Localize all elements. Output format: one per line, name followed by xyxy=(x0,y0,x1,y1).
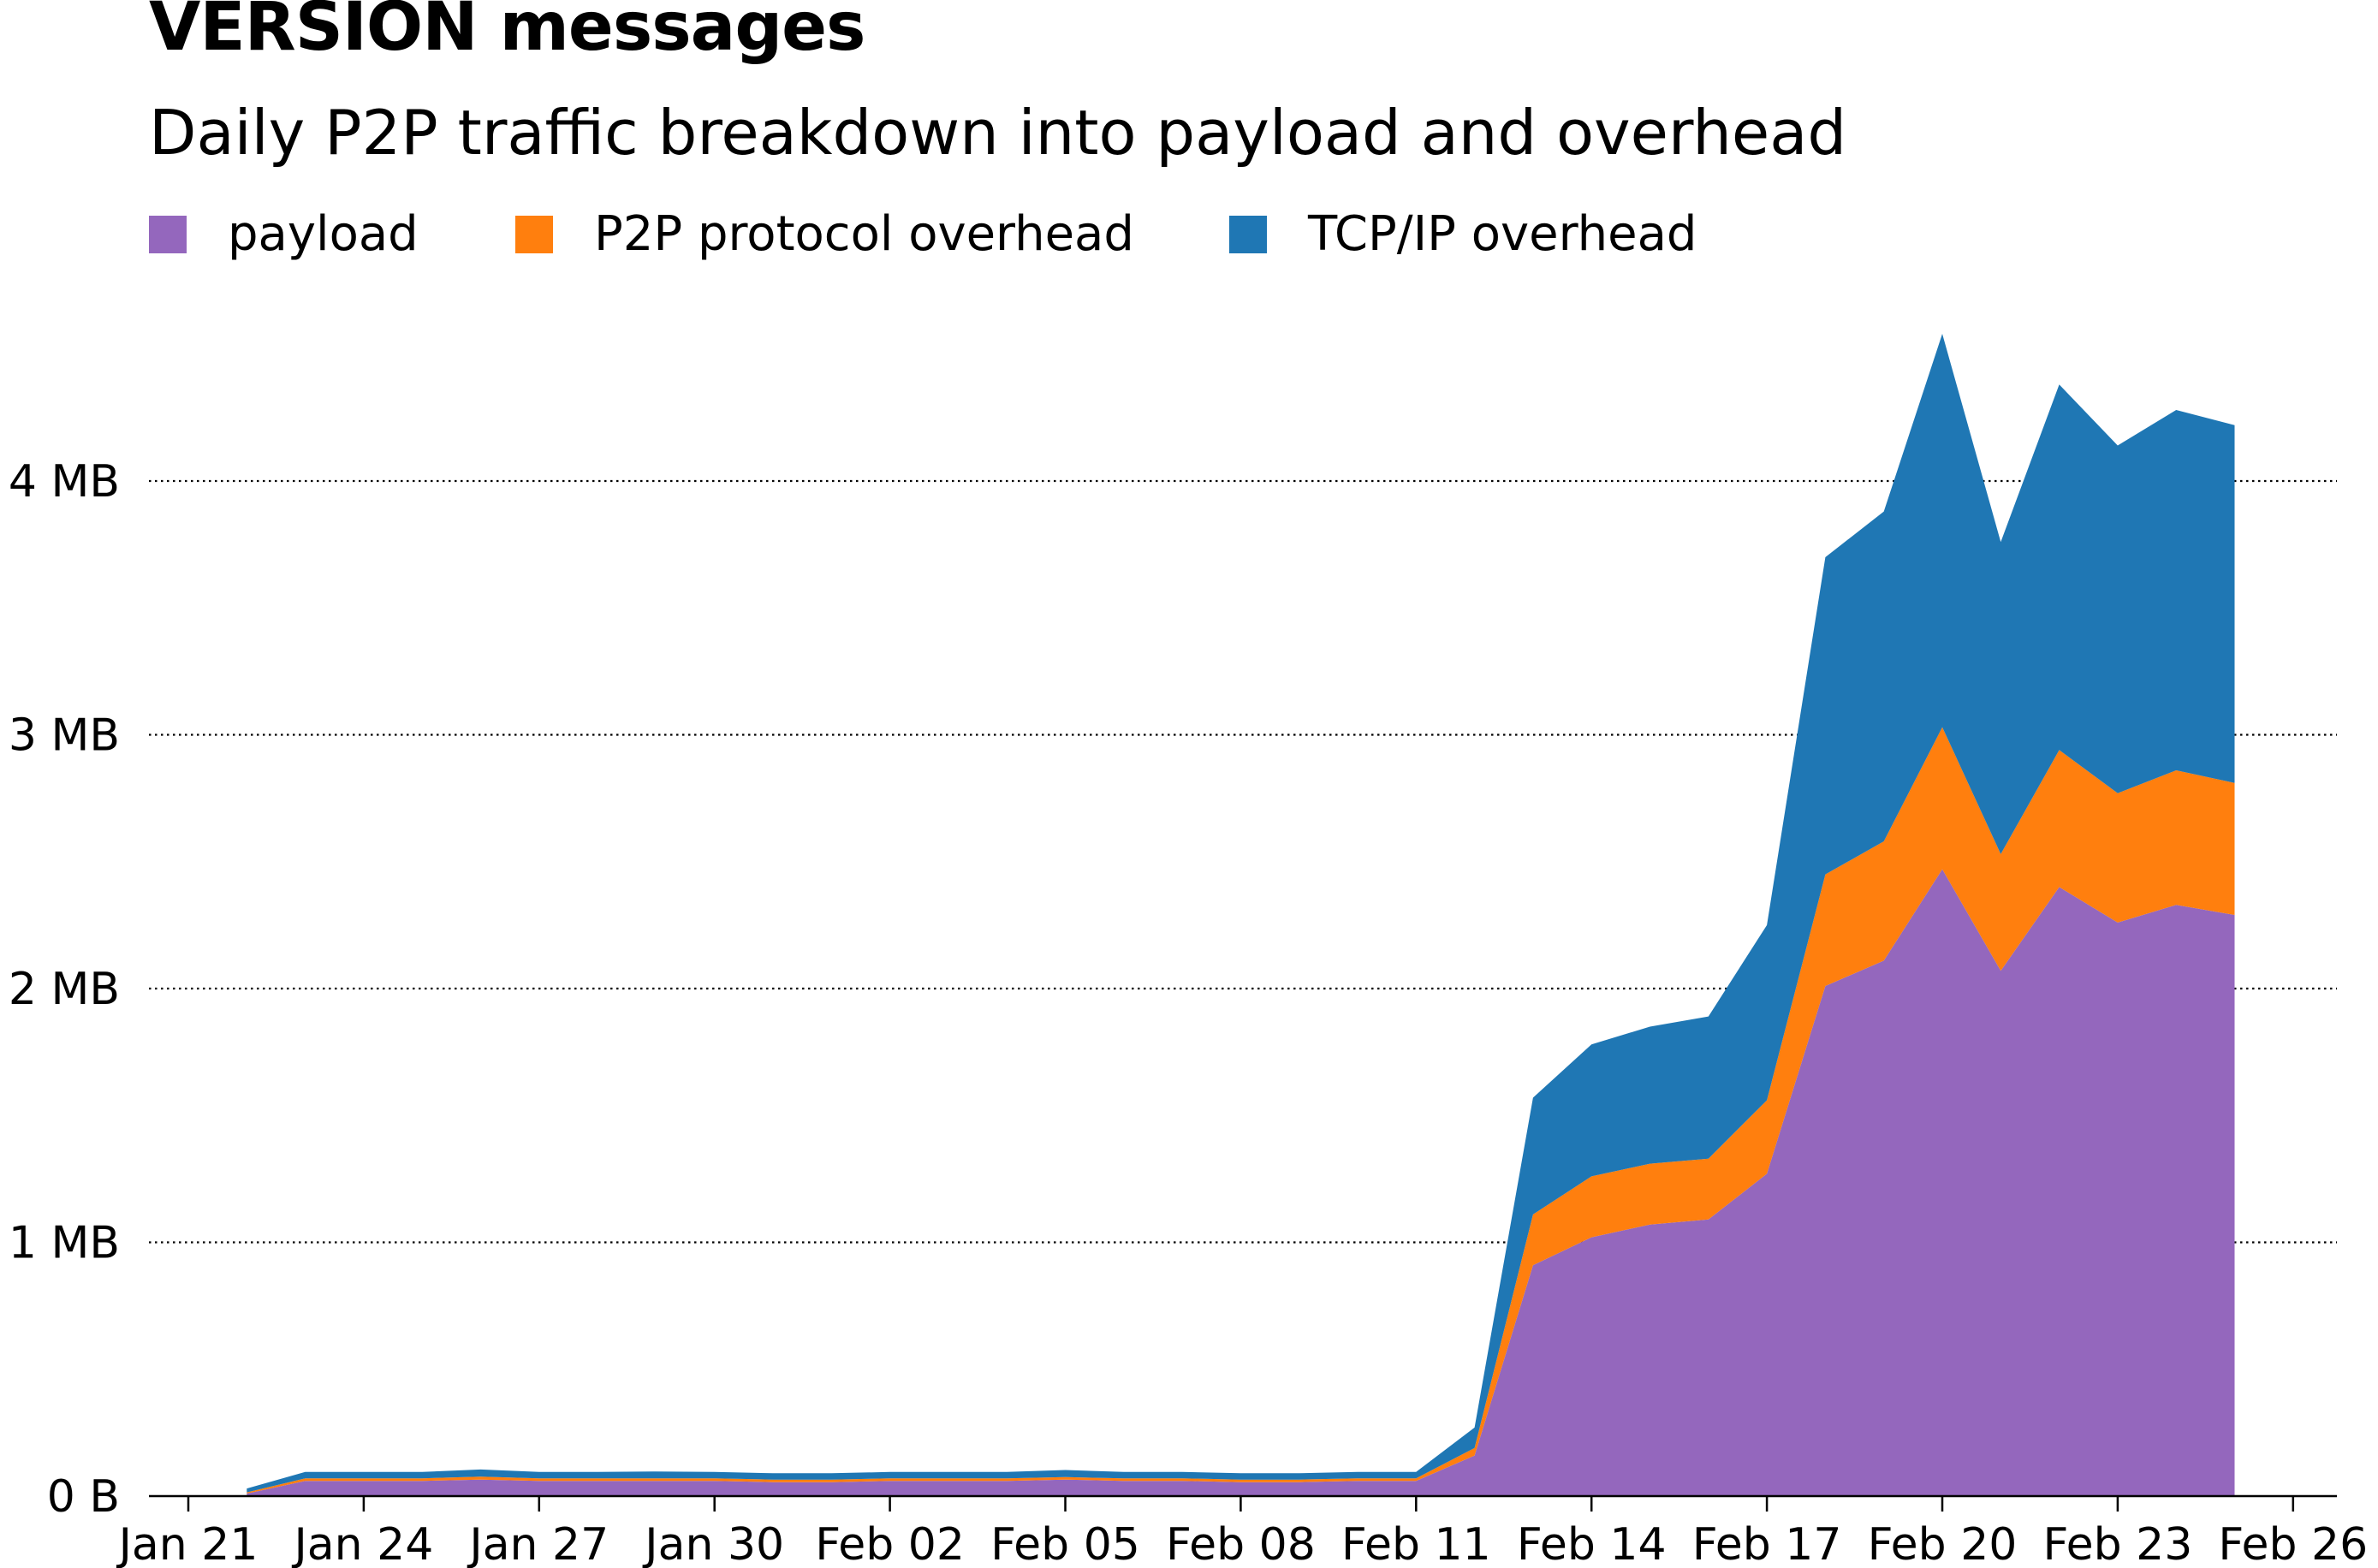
x-tick-label: Feb 17 xyxy=(1692,1519,1842,1568)
series-area-2 xyxy=(247,334,2235,1493)
x-tick-label: Feb 11 xyxy=(1341,1519,1491,1568)
y-tick-label: 0 B xyxy=(47,1471,120,1523)
legend-label-0: payload xyxy=(228,206,419,262)
x-tick-label: Feb 05 xyxy=(990,1519,1140,1568)
legend-swatch-0 xyxy=(149,216,187,253)
x-tick-label: Feb 08 xyxy=(1166,1519,1316,1568)
x-tick-label: Feb 14 xyxy=(1517,1519,1667,1568)
series-area-0 xyxy=(247,869,2235,1496)
x-tick-label: Feb 23 xyxy=(2043,1519,2193,1568)
x-tick-label: Jan 27 xyxy=(467,1519,609,1568)
x-tick-label: Feb 02 xyxy=(815,1519,965,1568)
chart-title: VERSION messages xyxy=(149,0,865,66)
legend-label-2: TCP/IP overhead xyxy=(1307,206,1697,262)
y-tick-label: 4 MB xyxy=(9,456,120,508)
x-tick-label: Jan 30 xyxy=(642,1519,784,1568)
legend-swatch-2 xyxy=(1229,216,1267,253)
y-tick-label: 2 MB xyxy=(9,964,120,1015)
y-tick-label: 3 MB xyxy=(9,710,120,762)
legend-label-1: P2P protocol overhead xyxy=(594,206,1134,262)
stacked-areas xyxy=(247,334,2235,1496)
x-tick-label: Jan 21 xyxy=(116,1519,259,1568)
axes: 0 B 1 MB 2 MB 3 MB 4 MB Jan 21 Jan 24 Jan 27 Jan… xyxy=(9,456,2368,1568)
x-tick-label: Jan 24 xyxy=(291,1519,433,1568)
series-area-1 xyxy=(247,727,2235,1494)
x-tick-label: Feb 20 xyxy=(1868,1519,2018,1568)
legend-swatch-1 xyxy=(515,216,553,253)
legend: payload P2P protocol overhead TCP/IP overh… xyxy=(149,206,1697,262)
y-tick-label: 1 MB xyxy=(9,1218,120,1269)
chart-subtitle: Daily P2P traffic breakdown into payload… xyxy=(149,97,1847,169)
x-tick-label: Feb 26 xyxy=(2218,1519,2368,1568)
